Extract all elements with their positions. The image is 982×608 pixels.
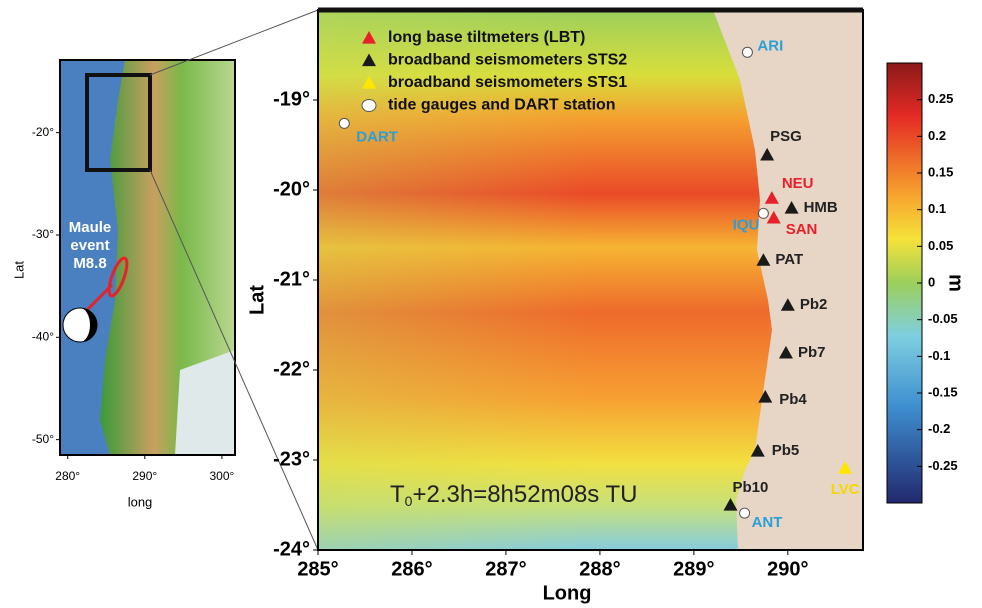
colorbar-tick-label: -0.05: [928, 311, 958, 326]
x-tick-label: 288°: [579, 558, 620, 580]
legend-marker: [362, 31, 376, 44]
station-label: HMB: [804, 199, 838, 216]
station-marker: [760, 147, 775, 161]
station-marker: [838, 461, 853, 474]
station-label: PAT: [775, 251, 803, 268]
annotation-rest: +2.3h=8h52m08s TU: [412, 481, 637, 508]
station-marker: [758, 390, 773, 403]
zoom-line: [149, 169, 319, 551]
station-marker: [766, 210, 781, 224]
colorbar-tick-label: -0.2: [928, 421, 950, 436]
station-marker: [750, 444, 765, 457]
y-tick-label: -20°: [273, 178, 310, 200]
station-label: Pb5: [772, 442, 800, 459]
event-label: Maule: [69, 219, 112, 236]
station-label: Pb10: [733, 479, 769, 496]
y-tick-label: -24°: [273, 538, 310, 560]
y-tick-label: -19°: [273, 88, 310, 110]
beach-ball-fill: [80, 308, 97, 342]
station-marker: [739, 507, 751, 519]
station-label: ARI: [757, 37, 783, 54]
inset-frame: [59, 59, 236, 456]
inset-ice: [175, 350, 235, 455]
rupture-outline: [107, 256, 129, 298]
event-label: event: [70, 237, 109, 254]
legend-marker: [362, 76, 376, 89]
colorbar-tick-label: -0.15: [928, 384, 958, 399]
station-marker: [784, 201, 799, 214]
inset-y-label: Lat: [11, 261, 26, 279]
x-tick-label: 286°: [391, 558, 432, 580]
inset-land: [100, 60, 235, 455]
colorbar-tick-label: 0.25: [928, 91, 953, 106]
inset-y-tick-label: -20°: [32, 125, 54, 139]
colorbar: [886, 62, 923, 504]
legend-label: long base tiltmeters (LBT): [388, 29, 585, 46]
inset-x-tick-label: 300°: [209, 469, 234, 483]
x-tick-label: 287°: [485, 558, 526, 580]
station-marker: [338, 117, 350, 129]
inset-x-tick-label: 280°: [55, 469, 80, 483]
inset-y-tick-label: -50°: [32, 432, 54, 446]
y-tick-label: -21°: [273, 268, 310, 290]
station-label: SAN: [786, 221, 818, 238]
colorbar-tick-label: -0.25: [928, 458, 958, 473]
y-tick-label: -23°: [273, 448, 310, 470]
inset-x-tick-label: 290°: [132, 469, 157, 483]
colorbar-label: m: [945, 274, 967, 292]
station-label: NEU: [782, 175, 814, 192]
x-axis-label: Long: [543, 582, 592, 604]
annotation-subscript: 0: [405, 493, 413, 509]
time-annotation: T0+2.3h=8h52m08s TU: [390, 481, 638, 508]
colorbar-tick-label: 0.1: [928, 201, 946, 216]
station-marker: [764, 191, 779, 204]
x-tick-label: 285°: [297, 558, 338, 580]
y-axis-label: Lat: [246, 285, 268, 315]
inset-y-tick-label: -30°: [32, 227, 54, 241]
station-marker: [757, 207, 769, 219]
station-label: Pb7: [798, 344, 826, 361]
inset-map: [59, 59, 236, 456]
station-marker: [723, 498, 738, 511]
inset-x-label: long: [128, 494, 153, 509]
inset-box: [85, 73, 152, 172]
station-marker: [741, 46, 753, 58]
inset-y-tick-label: -40°: [32, 329, 54, 343]
main-map: [317, 7, 864, 551]
legend-marker: [361, 99, 377, 112]
station-label: DART: [356, 128, 398, 145]
station-marker: [778, 345, 793, 359]
station-marker: [756, 253, 771, 266]
station-label: IQU: [733, 216, 760, 233]
colorbar-tick-label: 0.15: [928, 164, 953, 179]
y-tick-label: -22°: [273, 358, 310, 380]
x-tick-label: 289°: [673, 558, 714, 580]
x-tick-label: 290°: [767, 558, 808, 580]
station-marker: [780, 298, 795, 311]
colorbar-tick-label: 0: [928, 274, 935, 289]
colorbar-tick-label: -0.1: [928, 348, 950, 363]
station-label: PSG: [770, 128, 802, 145]
legend-label: broadband seismometers STS1: [388, 74, 627, 91]
legend-marker: [362, 53, 376, 67]
station-label: Pb4: [779, 391, 807, 408]
land: [713, 10, 863, 550]
station-label: Pb2: [800, 296, 828, 313]
station-label: LVC: [831, 481, 860, 498]
colorbar-tick-label: 0.2: [928, 128, 946, 143]
legend-label: tide gauges and DART station: [388, 97, 616, 114]
zoom-line: [149, 9, 319, 76]
colorbar-tick-label: 0.05: [928, 238, 953, 253]
annotation-base: T: [390, 481, 405, 508]
station-label: ANT: [752, 514, 783, 531]
legend-label: broadband seismometers STS2: [388, 52, 627, 69]
event-label: M8.8: [73, 255, 106, 272]
